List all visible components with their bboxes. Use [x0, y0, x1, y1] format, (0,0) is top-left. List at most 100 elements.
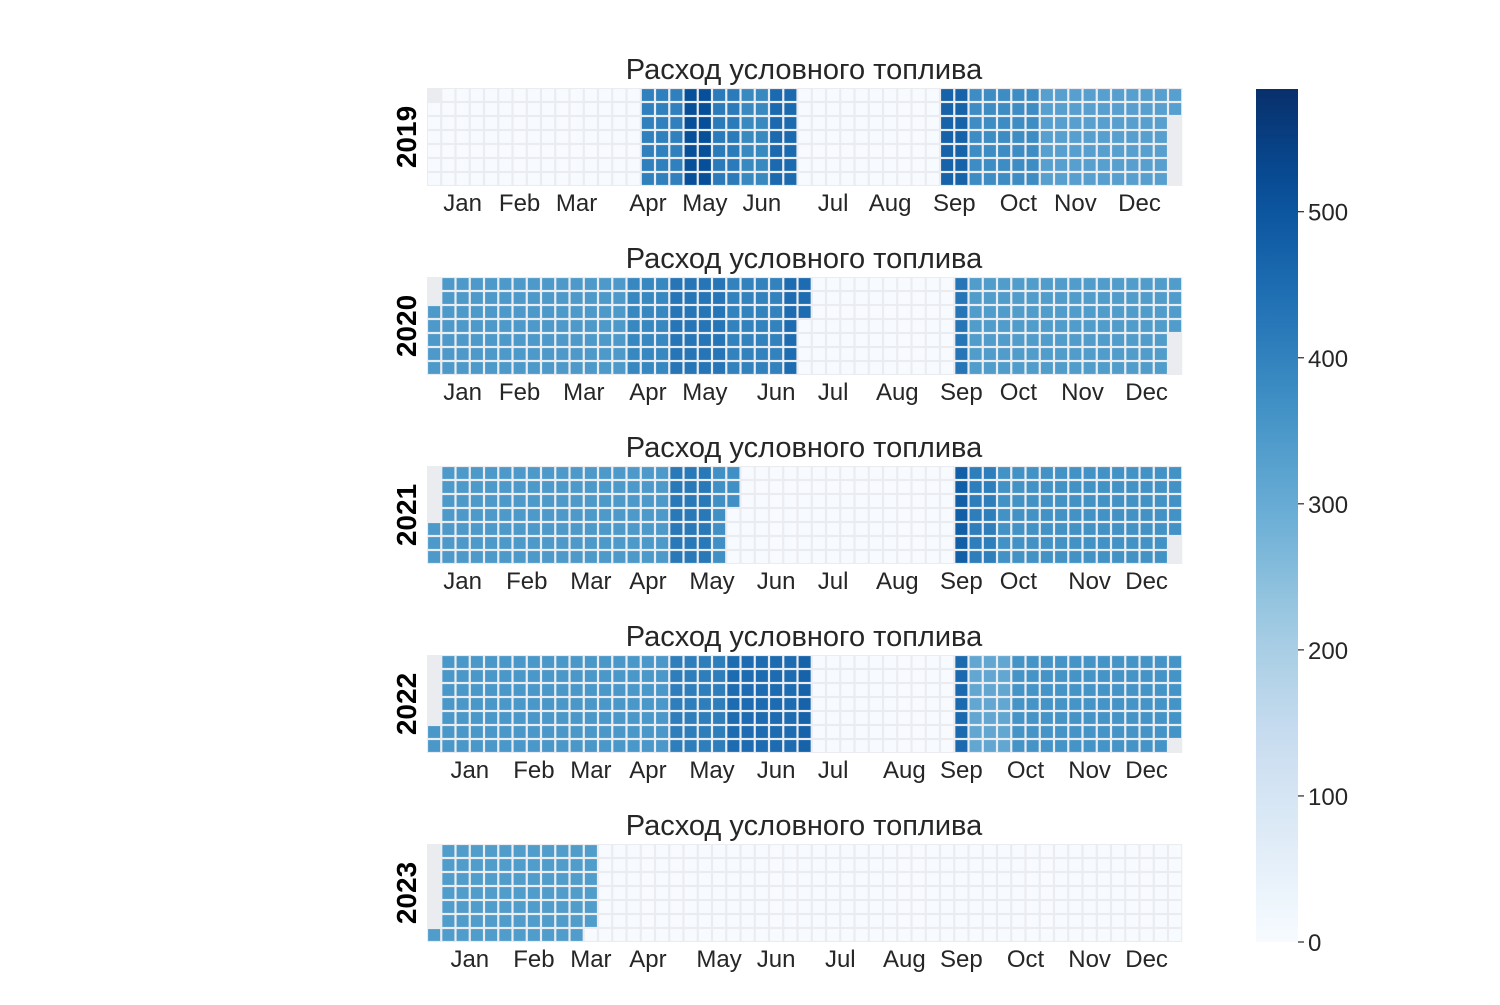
day-cell [527, 873, 540, 885]
day-cell [499, 929, 512, 941]
day-cell [998, 726, 1011, 738]
day-cell [1040, 173, 1053, 185]
month-label: Nov [1068, 757, 1111, 784]
day-cell [812, 740, 825, 752]
day-cell [1126, 551, 1139, 563]
day-cell [983, 698, 996, 710]
day-cells [428, 467, 1182, 563]
day-cell [784, 334, 797, 346]
day-cell [998, 467, 1011, 479]
day-cell [969, 362, 982, 374]
day-cell [969, 523, 982, 535]
day-cell [1012, 684, 1025, 696]
day-cell [698, 726, 711, 738]
day-cell [755, 712, 768, 724]
day-cell [1112, 915, 1125, 927]
day-cell [912, 467, 925, 479]
day-cell [869, 915, 882, 927]
day-cell [1097, 698, 1110, 710]
day-cell [1012, 523, 1025, 535]
day-cell [698, 684, 711, 696]
day-cell [898, 901, 911, 913]
day-cell [584, 887, 597, 899]
day-cell [670, 523, 683, 535]
day-cell [827, 131, 840, 143]
day-cell [513, 845, 526, 857]
day-cell [1012, 481, 1025, 493]
day-cell [713, 278, 726, 290]
day-cell [470, 495, 483, 507]
day-cell [656, 495, 669, 507]
day-cell [1154, 131, 1167, 143]
day-cell [1055, 320, 1068, 332]
day-cell [684, 481, 697, 493]
day-cell [713, 740, 726, 752]
day-cell [784, 670, 797, 682]
day-cell [627, 712, 640, 724]
day-cell [627, 656, 640, 668]
day-cell [869, 467, 882, 479]
day-cell [784, 103, 797, 115]
day-cell [1126, 320, 1139, 332]
day-cell [542, 845, 555, 857]
day-cell [1140, 306, 1153, 318]
day-cell [1055, 334, 1068, 346]
day-cell [955, 712, 968, 724]
day-cell [1055, 740, 1068, 752]
day-cell [442, 306, 455, 318]
day-cell [741, 306, 754, 318]
day-cell [770, 306, 783, 318]
day-cell [1055, 173, 1068, 185]
day-cell [941, 740, 954, 752]
day-cell [1083, 117, 1096, 129]
day-cell [912, 278, 925, 290]
day-cell [1140, 726, 1153, 738]
day-cell [969, 551, 982, 563]
day-cell [456, 698, 469, 710]
day-cell [855, 887, 868, 899]
day-cell [670, 915, 683, 927]
day-cell [798, 537, 811, 549]
day-cell [941, 929, 954, 941]
day-cell [656, 845, 669, 857]
day-cell [670, 551, 683, 563]
day-cell [1055, 859, 1068, 871]
day-cell [613, 103, 626, 115]
day-cell [485, 698, 498, 710]
day-cell [1083, 915, 1096, 927]
day-cell [841, 89, 854, 101]
day-cell [1083, 726, 1096, 738]
month-label: May [689, 757, 734, 784]
day-cell [727, 173, 740, 185]
day-cell [570, 859, 583, 871]
day-cell [698, 915, 711, 927]
day-cell [599, 873, 612, 885]
day-cell [898, 278, 911, 290]
day-cell [784, 145, 797, 157]
day-cell [998, 845, 1011, 857]
day-cell [884, 173, 897, 185]
day-cell [969, 684, 982, 696]
day-cell [1097, 712, 1110, 724]
day-cell [684, 684, 697, 696]
month-label: Aug [883, 757, 926, 784]
day-cell [1169, 887, 1182, 899]
day-cell [912, 915, 925, 927]
day-cell [798, 145, 811, 157]
day-cell [1083, 173, 1096, 185]
day-cell [969, 467, 982, 479]
day-cell [1083, 292, 1096, 304]
day-cell [955, 845, 968, 857]
day-cell [1126, 103, 1139, 115]
month-label: Sep [940, 757, 983, 784]
month-label: Mar [556, 190, 597, 217]
month-label: Nov [1068, 568, 1111, 595]
day-cell [1069, 712, 1082, 724]
day-cell [1055, 278, 1068, 290]
day-cell [784, 712, 797, 724]
day-cell [969, 306, 982, 318]
day-cell [1169, 656, 1182, 668]
day-cell [470, 698, 483, 710]
day-cell [556, 334, 569, 346]
day-cell [912, 145, 925, 157]
